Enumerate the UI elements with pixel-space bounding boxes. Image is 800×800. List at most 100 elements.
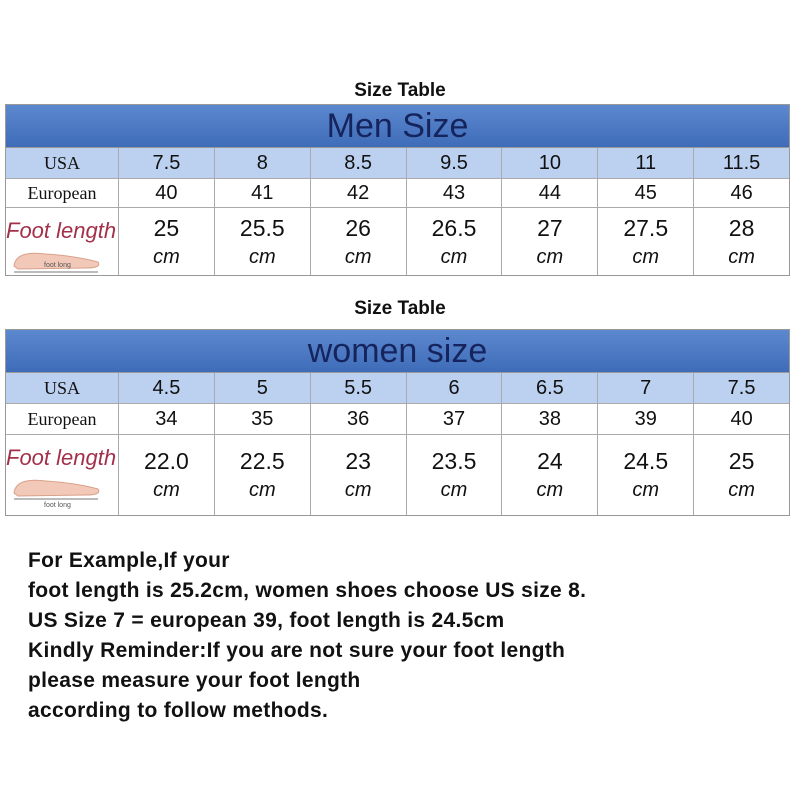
example-text: For Example,If your foot length is 25.2cm… [28,546,586,726]
table-cell: 28 cm [693,208,789,275]
text-line: according to follow methods. [28,699,329,722]
size-value: 43 [442,181,466,204]
table-caption: Size Table [354,80,446,101]
table-cell: 27.5 cm [597,208,693,275]
table-row: Foot length foot long 22.0 cm 22.5 cm 23 cm 23.5… [6,435,789,515]
table-cell: 37 [405,404,502,434]
row-label: Foot length [6,445,117,470]
size-value: 8 [256,151,268,174]
size-value: 37 [442,407,466,430]
table-cell: 26.5 cm [405,208,502,275]
length-value: 25 [728,448,755,474]
length-unit: cm [344,245,372,268]
size-value: 41 [251,181,274,204]
table-cell: 6.5 [501,373,597,403]
row-label: USA [43,377,80,398]
length-value: 27 [537,214,563,241]
table-cell: 8 [213,148,310,178]
size-value: 40 [730,407,753,430]
size-value: 38 [538,407,561,430]
size-value: 6 [448,376,460,399]
size-value: 35 [251,407,274,430]
length-unit: cm [344,479,372,501]
size-value: 40 [155,181,178,204]
row-header: Foot length foot long [6,208,118,275]
table-cell: 35 [213,404,310,434]
length-value: 25 [153,214,180,241]
text-line: For Example,If your [28,549,230,572]
row-header: European [6,179,118,207]
size-value: 39 [634,407,657,430]
size-value: 4.5 [152,376,181,399]
size-value: 7 [640,376,652,399]
table-cell: 44 [501,179,597,207]
length-value: 23 [345,448,371,474]
table-cell: 39 [597,404,693,434]
foot-caption: foot long [44,502,71,509]
size-value: 7.5 [727,376,756,399]
table-cell: 22.5 cm [213,435,310,515]
size-value: 8.5 [344,151,373,174]
table-cell: 41 [213,179,310,207]
table-cell: 22.0 cm [118,435,214,515]
size-value: 46 [730,181,753,204]
table-cell: 5.5 [309,373,406,403]
table-cell: 34 [118,404,214,434]
row-label: Foot length [6,218,117,243]
size-table: women size USA 4.5 5 5.5 6 6.5 7 7.5 European 34 35… [5,329,790,516]
text-line: US Size 7 = european 39, foot length is … [28,609,505,632]
size-value: 45 [634,181,657,204]
table-cell: 25.5 cm [213,208,310,275]
table-cell: 24 cm [501,435,597,515]
size-value: 11.5 [722,151,761,174]
table-cell: 24.5 cm [597,435,693,515]
length-value: 24.5 [623,448,669,474]
foot-icon [13,479,100,500]
length-value: 26 [345,214,371,241]
length-unit: cm [728,245,755,268]
table-cell: 7 [597,373,693,403]
table-cell: 11 [597,148,693,178]
table-cell: 45 [597,179,693,207]
table-row: USA 7.5 8 8.5 9.5 10 11 11.5 [6,148,789,179]
row-label: European [27,408,97,429]
foot-icon [13,252,100,273]
table-cell: 43 [405,179,502,207]
length-unit: cm [536,479,564,501]
size-value: 6.5 [535,376,564,399]
table-cell: 5 [213,373,310,403]
length-unit: cm [248,245,276,268]
table-cell: 38 [501,404,597,434]
size-value: 5.5 [344,376,373,399]
table-cell: 23 cm [309,435,406,515]
table-row: USA 4.5 5 5.5 6 6.5 7 7.5 [6,373,789,404]
size-value: 9.5 [440,151,468,174]
table-cell: 4.5 [118,373,214,403]
size-value: 42 [347,181,370,204]
size-value: 11 [635,151,657,174]
size-value: 10 [538,151,561,174]
size-value: 5 [256,376,268,399]
table-cell: 10 [501,148,597,178]
row-label: European [27,182,97,203]
length-unit: cm [632,245,660,268]
table-cell: 9.5 [405,148,502,178]
size-value: 34 [155,407,178,430]
length-value: 23.5 [431,448,477,474]
table-row: European 40 41 42 43 44 45 46 [6,179,789,208]
length-value: 26.5 [431,214,477,241]
size-value: 7.5 [152,151,181,174]
table-cell: 26 cm [309,208,406,275]
table-title: Men Size [6,105,789,148]
table-cell: 11.5 [693,148,789,178]
table-cell: 40 [118,179,214,207]
table-cell: 25 cm [693,435,789,515]
row-header: USA [6,373,118,403]
text-line: foot length is 25.2cm, women shoes choos… [28,579,587,602]
length-value: 25.5 [239,214,285,241]
length-unit: cm [153,479,180,501]
length-unit: cm [632,479,660,501]
table-cell: 46 [693,179,789,207]
table-cell: 40 [693,404,789,434]
